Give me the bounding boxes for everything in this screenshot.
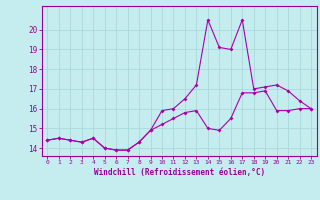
X-axis label: Windchill (Refroidissement éolien,°C): Windchill (Refroidissement éolien,°C) bbox=[94, 168, 265, 177]
